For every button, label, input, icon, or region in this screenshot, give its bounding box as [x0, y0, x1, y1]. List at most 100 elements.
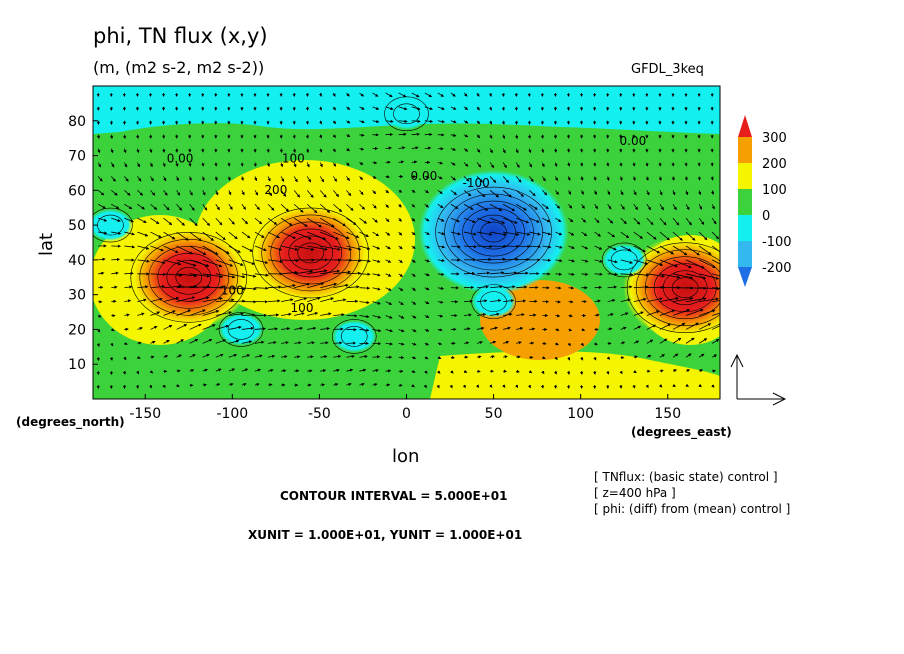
flux-vector [189, 338, 199, 344]
flux-vector [359, 272, 371, 276]
flux-vector [254, 273, 269, 277]
flux-vector [98, 257, 106, 261]
flux-vector [580, 342, 584, 347]
flux-vector [280, 217, 293, 226]
flux-vector [398, 315, 405, 319]
flux-vector [97, 148, 101, 154]
flux-vector [111, 257, 121, 262]
flux-vector [307, 341, 315, 345]
flux-vector [280, 190, 287, 197]
colorbar-label: 300 [762, 131, 787, 146]
flux-vector [581, 259, 589, 263]
flux-vector [136, 134, 140, 139]
flux-vector [711, 324, 720, 330]
flux-vector [122, 371, 127, 375]
colorbar-segment [738, 189, 752, 215]
flux-vector [111, 217, 121, 222]
flux-vector [333, 203, 343, 213]
flux-vector [319, 106, 323, 111]
flux-vector [372, 368, 379, 373]
flux-vector [318, 92, 323, 97]
flux-vector [568, 259, 576, 263]
flux-vector [620, 272, 634, 277]
flux-vector [659, 309, 676, 316]
flux-vector [319, 148, 323, 153]
flux-vector [163, 176, 167, 182]
colorbar-label: -200 [762, 261, 792, 276]
colorbar-segment [738, 215, 752, 241]
flux-vector [346, 176, 350, 182]
flux-vector [124, 203, 133, 210]
flux-vector [372, 273, 381, 277]
flux-vector [501, 120, 505, 125]
flux-vector [137, 285, 149, 289]
flux-vector [241, 382, 247, 387]
flux-vector [215, 324, 230, 330]
flux-vector [607, 327, 613, 331]
flux-vector [503, 271, 518, 275]
anomaly-center [219, 313, 264, 346]
flux-vector [398, 273, 404, 277]
flux-vector [515, 148, 519, 154]
flux-vector [672, 322, 686, 330]
contour-line [270, 221, 352, 285]
flux-vector [214, 176, 218, 181]
flux-vector [124, 342, 128, 346]
flux-vector [281, 369, 287, 373]
flux-vector [646, 285, 665, 289]
flux-vector [307, 355, 314, 359]
flux-vector [620, 326, 627, 330]
flux-vector [606, 371, 610, 375]
flux-vector [162, 162, 166, 168]
flux-vector [372, 287, 381, 291]
flux-vector [698, 259, 716, 268]
y-tick-label: 50 [68, 218, 86, 234]
flux-vector [385, 106, 394, 111]
flux-vector [176, 245, 194, 255]
flux-vector [96, 343, 100, 348]
flux-vector [620, 204, 625, 210]
flux-vector [672, 190, 676, 196]
flux-vector [476, 92, 480, 97]
flux-vector [646, 354, 652, 358]
y-axis: 10 20 30 40 50 60 70 80 [68, 114, 98, 373]
flux-vector [529, 327, 536, 331]
flux-vector [711, 231, 720, 240]
flux-vector [658, 176, 662, 181]
flux-vector [215, 217, 223, 226]
flux-vector [594, 259, 603, 263]
flux-vector [712, 369, 717, 373]
flux-vector [202, 259, 223, 268]
flux-vector [502, 190, 512, 198]
flux-vector [646, 297, 663, 303]
flux-vector [111, 271, 119, 275]
flux-vector [293, 217, 308, 227]
flux-vector [385, 189, 390, 194]
flux-vector [149, 384, 153, 389]
flux-vector [228, 217, 235, 225]
flux-vector [568, 203, 573, 209]
note-line: [ TNflux: (basic state) control ] [594, 470, 778, 484]
anomaly-center [248, 200, 373, 305]
flux-vector [359, 203, 365, 210]
flux-vector [359, 355, 368, 359]
flux-vector [411, 217, 416, 222]
flux-vector [554, 356, 558, 361]
x-unit-label: (degrees_east) [631, 425, 732, 439]
flux-vector [698, 217, 705, 226]
flux-vector [411, 189, 416, 193]
flux-vector [698, 383, 702, 388]
flux-vector [176, 369, 181, 373]
flux-vector [305, 120, 309, 125]
flux-vector [476, 299, 488, 303]
flux-vector [202, 368, 209, 372]
flux-vector [294, 269, 314, 275]
flux-vector [463, 313, 472, 317]
flux-vector [568, 272, 575, 276]
flux-vector [555, 190, 559, 196]
flux-vector [137, 312, 145, 316]
flux-vector [189, 273, 211, 278]
flux-vector [150, 284, 166, 289]
flux-vector [163, 340, 170, 344]
flux-vector [228, 312, 244, 316]
